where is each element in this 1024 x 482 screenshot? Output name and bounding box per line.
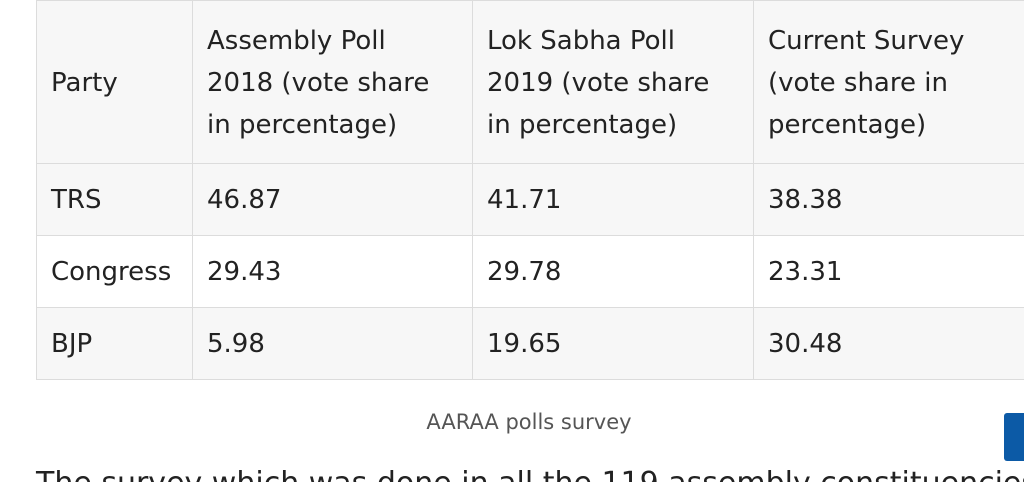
party-cell: Congress — [36, 235, 193, 308]
lok-sabha-2019-cell: 29.78 — [472, 235, 754, 308]
party-cell: TRS — [36, 163, 193, 236]
header-assembly-2018: Assembly Poll 2018 (vote share in percen… — [192, 0, 473, 164]
header-current-survey: Current Survey (vote share in percentage… — [753, 0, 1024, 164]
side-share-button[interactable] — [1004, 413, 1024, 461]
assembly-2018-cell: 29.43 — [192, 235, 473, 308]
current-survey-cell: 38.38 — [753, 163, 1024, 236]
current-survey-cell: 30.48 — [753, 307, 1024, 380]
header-party: Party — [36, 0, 193, 164]
lok-sabha-2019-cell: 41.71 — [472, 163, 754, 236]
assembly-2018-cell: 46.87 — [192, 163, 473, 236]
header-lok-sabha-2019: Lok Sabha Poll 2019 (vote share in perce… — [472, 0, 754, 164]
assembly-2018-cell: 5.98 — [192, 307, 473, 380]
table-row: Congress 29.43 29.78 23.31 — [36, 235, 1024, 308]
table-header-row: Party Assembly Poll 2018 (vote share in … — [36, 0, 1024, 164]
table-caption: AARAA polls survey — [426, 410, 632, 434]
table-row: TRS 46.87 41.71 38.38 — [36, 163, 1024, 236]
table-row: BJP 5.98 19.65 30.48 — [36, 307, 1024, 380]
party-cell: BJP — [36, 307, 193, 380]
article-body-text: The survey which was done in all the 119… — [36, 466, 1024, 482]
lok-sabha-2019-cell: 19.65 — [472, 307, 754, 380]
current-survey-cell: 23.31 — [753, 235, 1024, 308]
vote-share-table: Party Assembly Poll 2018 (vote share in … — [36, 0, 1024, 380]
